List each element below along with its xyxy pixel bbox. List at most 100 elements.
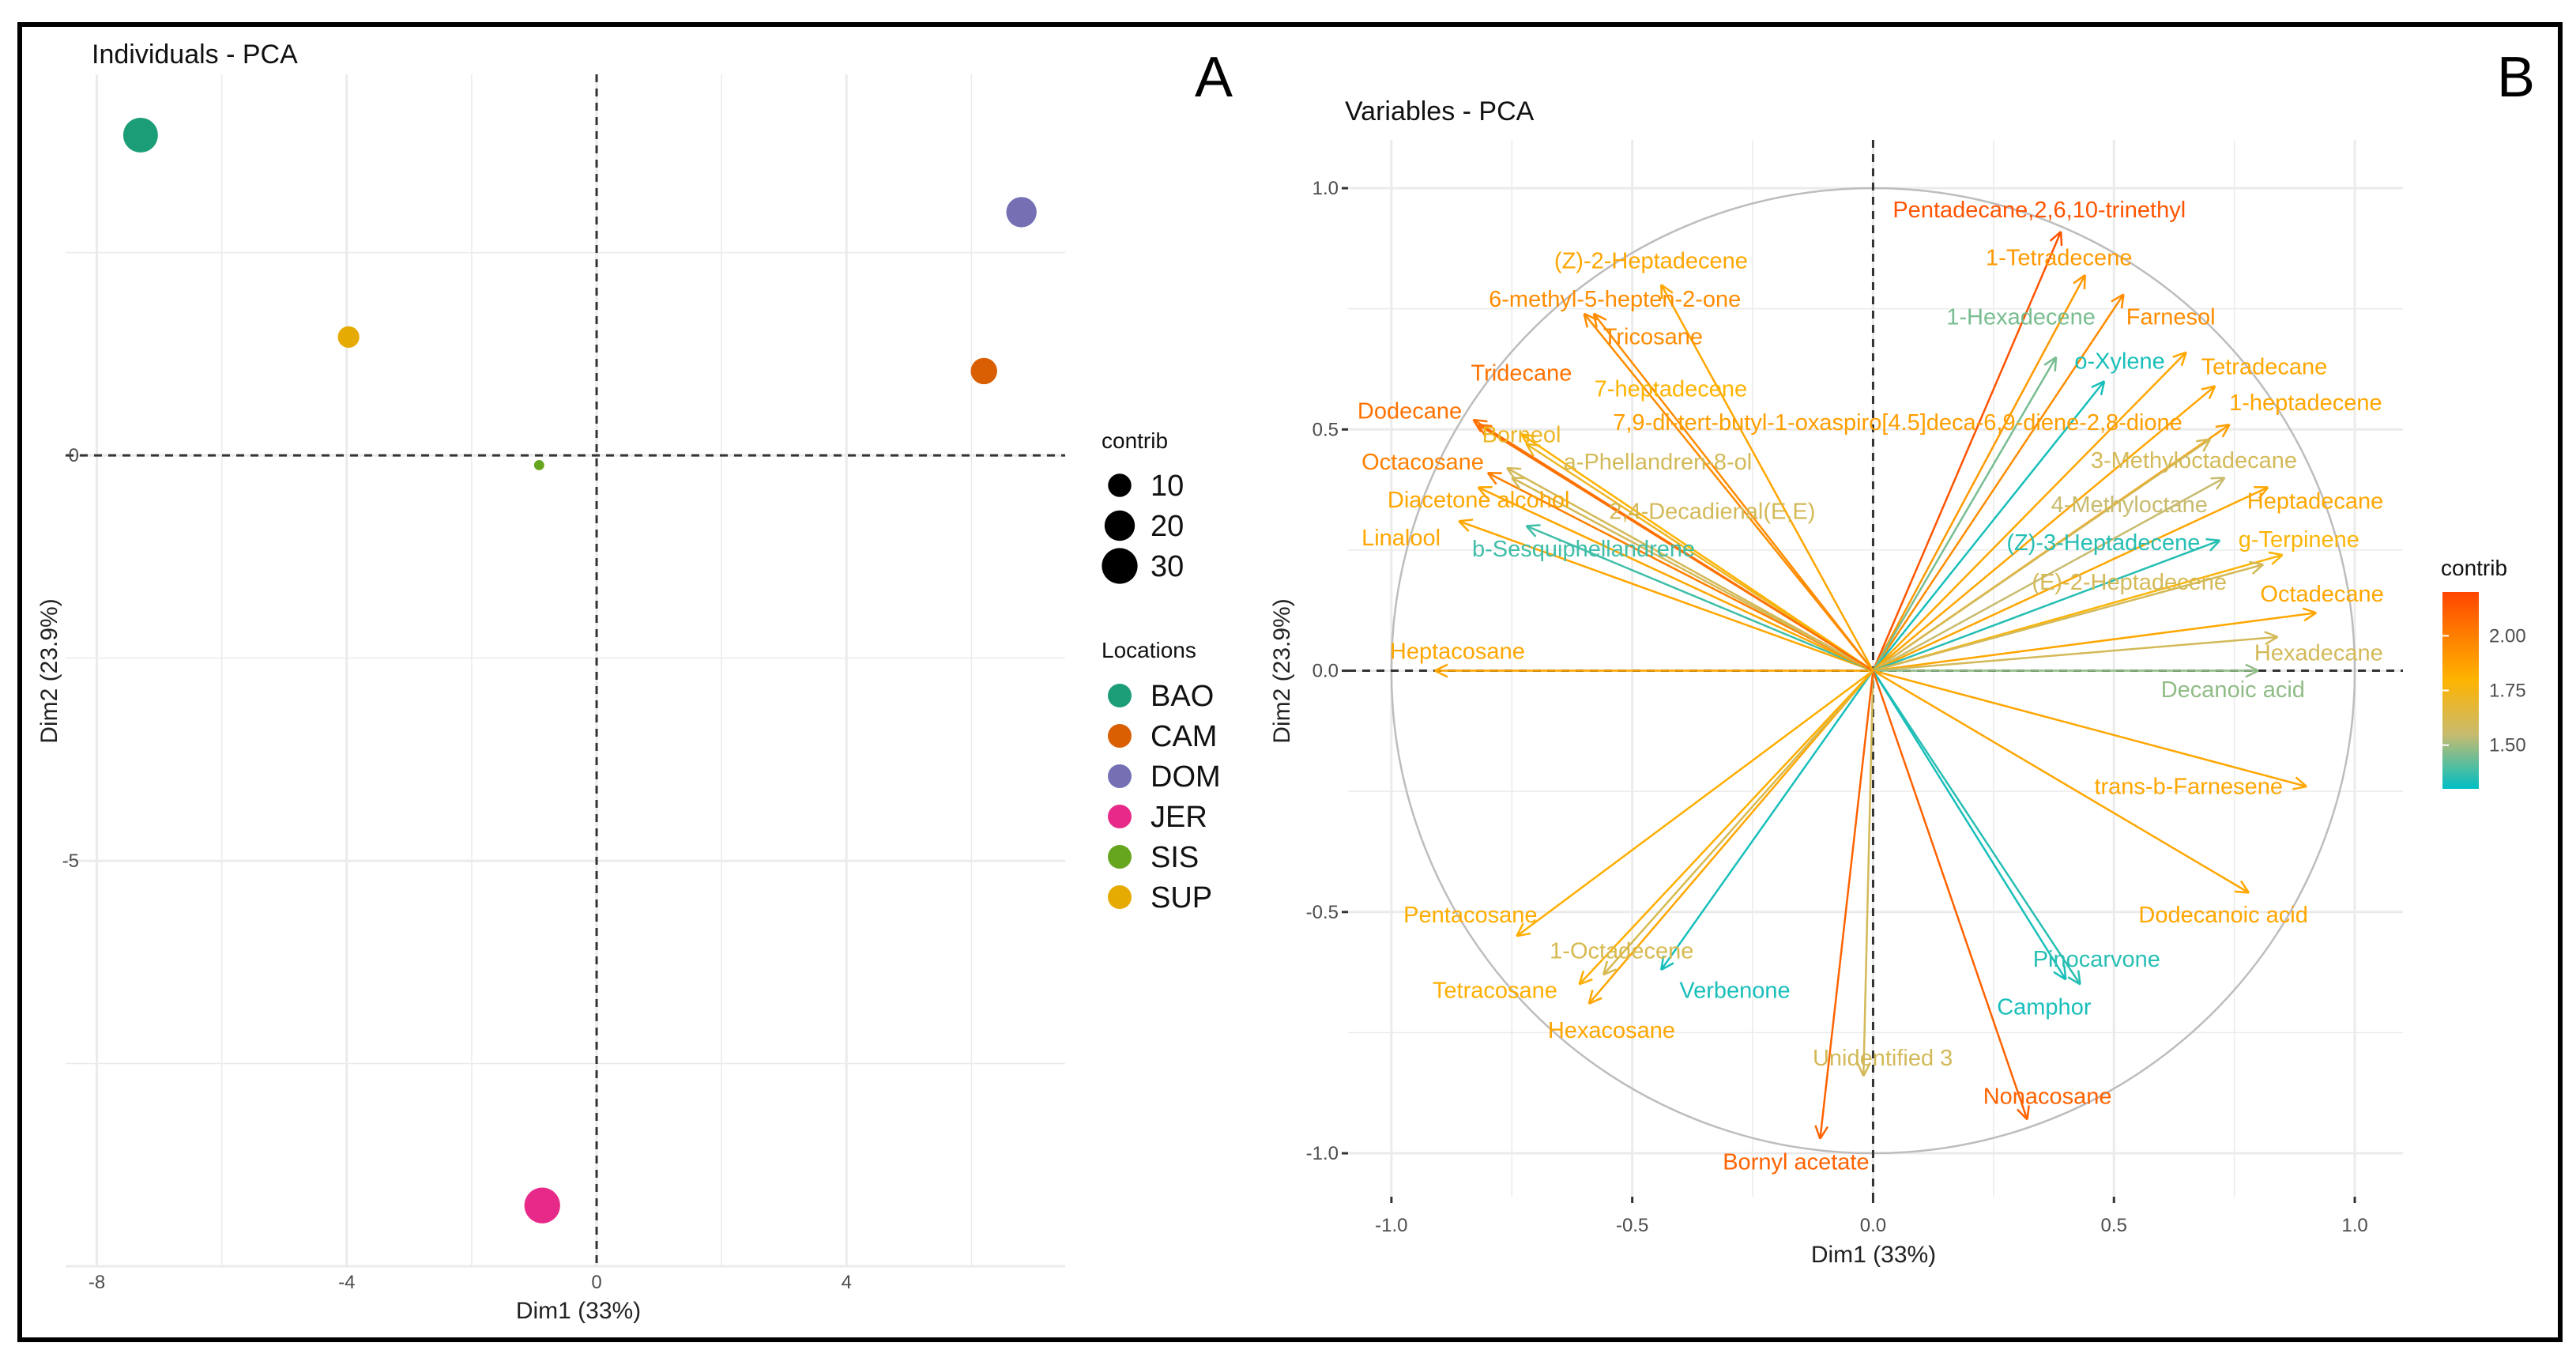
size-legend-title: contrib <box>1102 428 1168 453</box>
arrowhead <box>2208 385 2216 400</box>
arrowhead <box>2043 356 2057 366</box>
variable-label: Verbenone <box>1679 979 1790 1004</box>
point-jer <box>524 1187 560 1224</box>
variable-label: a-Phellandren-8-ol <box>1564 450 1753 475</box>
arrowhead <box>1819 1126 1829 1140</box>
arrowhead <box>2100 380 2106 396</box>
arrowhead <box>1602 968 1618 976</box>
arrowhead <box>2196 438 2211 443</box>
arrowhead <box>1458 520 1470 533</box>
arrow-tricosane <box>1592 313 1874 672</box>
location-legend-label: BAO <box>1151 680 1214 713</box>
variable-label: (Z)-2-Heptadecene <box>1554 249 1748 274</box>
variable-label: 3-Methyloctadecane <box>2091 448 2297 473</box>
location-legend-dot-bao <box>1108 684 1132 707</box>
arrow-4-methyloctane <box>1872 477 2226 672</box>
arrowhead <box>2245 669 2259 678</box>
arrow-o-xylene <box>1872 380 2106 672</box>
variable-label: Nonacosane <box>1983 1084 2112 1109</box>
y-tick-label: -0.5 <box>1306 902 1339 923</box>
arrow-1-tetradecene <box>1872 274 2086 672</box>
arrowhead <box>2215 423 2230 428</box>
arrowhead <box>1588 997 1602 1005</box>
size-legend-dot <box>1102 548 1138 584</box>
variable-label: Octadecane <box>2260 582 2383 607</box>
arrowhead <box>1507 466 1522 470</box>
location-legend-dot-dom <box>1108 764 1132 788</box>
arrowhead <box>2067 976 2081 986</box>
variable-label: 7,9-di-tert-butyl-1-oxaspiro[4.5]deca-6,… <box>1613 410 2182 436</box>
variable-label: 1-Hexadecene <box>1946 304 2096 330</box>
arrow-farnesol <box>1872 293 2125 672</box>
arrowhead <box>2271 554 2284 565</box>
variable-label: Linalool <box>1361 526 1441 551</box>
arrow-hexadecane <box>1873 636 2278 672</box>
arrowhead <box>2245 663 2259 672</box>
x-tick-label: -1.0 <box>1375 1215 1407 1236</box>
arrow-tetracosane <box>1578 669 1874 986</box>
size-legend-dot <box>1104 510 1135 541</box>
arrow-pentadecane-2-6-10-trinethyl <box>1872 231 2062 672</box>
panel-b-title: Variables - PCA <box>1345 96 1535 126</box>
x-tick-label: 0.0 <box>1860 1215 1886 1236</box>
arrowhead <box>2205 537 2220 541</box>
arrow-3-methyloctadecane <box>1872 438 2211 672</box>
arrowhead <box>1579 978 1593 986</box>
arrow-linalool <box>1458 520 1874 672</box>
arrowhead <box>1526 524 1541 527</box>
arrow-1-heptadecene <box>1872 385 2216 672</box>
location-legend-dot-jer <box>1108 805 1132 828</box>
point-dom <box>1006 197 1037 228</box>
arrowhead <box>2221 424 2231 438</box>
arrowhead <box>1434 663 1448 672</box>
arrowhead <box>1521 433 1536 438</box>
arrowhead <box>1486 472 1497 485</box>
arrow-pentacosane <box>1516 669 1874 937</box>
variable-label: trans-b-Farnesene <box>2094 774 2283 799</box>
individuals-plot: -8 -4 0 4 -5 0 <box>62 74 1065 1293</box>
arrowhead <box>1602 960 1609 975</box>
arrow-1-octadecene <box>1602 669 1874 975</box>
arrowhead <box>2172 351 2187 358</box>
arrow-z-2-heptadecene <box>1660 284 1874 672</box>
variable-label: Hexadecane <box>2254 640 2383 666</box>
arrow-nonacosane <box>1872 670 2028 1120</box>
arrow-z-3-heptadecene <box>1873 539 2220 672</box>
arrow-hexacosane <box>1587 669 1874 1005</box>
arrowhead <box>1525 525 1537 537</box>
variable-label: 4-Methyloctane <box>2051 492 2208 518</box>
x-tick-label: -8 <box>89 1272 105 1293</box>
arrowhead <box>1477 424 1487 438</box>
arrowhead <box>2049 231 2062 242</box>
arrowhead <box>2063 965 2067 980</box>
y-tick-label: 0.5 <box>1312 419 1339 440</box>
arrowhead <box>1583 313 1589 328</box>
variable-label: Camphor <box>1997 994 2092 1020</box>
location-legend-label: SUP <box>1151 881 1212 915</box>
arrowhead <box>1578 970 1585 985</box>
variable-label: Borneol <box>1482 422 1561 447</box>
location-legend-label: JER <box>1151 801 1207 834</box>
variable-label: 1-Tetradecene <box>1986 245 2132 270</box>
colorbar-tick-label: 1.75 <box>2489 681 2526 702</box>
arrowhead <box>1856 1062 1865 1077</box>
arrowhead <box>1660 284 1674 294</box>
arrowhead <box>2258 486 2269 500</box>
x-tick-label: -4 <box>338 1272 355 1293</box>
arrowhead <box>1511 477 1521 490</box>
panel-a-title: Individuals - PCA <box>92 40 298 70</box>
arrowhead <box>1660 956 1665 971</box>
arrowhead <box>1592 313 1598 328</box>
variable-label: Decanoic acid <box>2161 677 2305 703</box>
y-tick-label: 1.0 <box>1312 178 1339 199</box>
arrow-2-4-decadienal-e-e <box>1506 467 1874 672</box>
arrowhead <box>2077 970 2081 985</box>
arrowhead <box>1587 990 1594 1005</box>
variable-label: Octacosane <box>1361 450 1484 475</box>
arrow-trans-b-farnesene <box>1873 669 2307 788</box>
arrowhead <box>2201 385 2216 390</box>
colorbar-title: contrib <box>2441 556 2507 580</box>
figure-border <box>17 22 2563 1342</box>
y-tick-label: 0.0 <box>1312 661 1339 682</box>
